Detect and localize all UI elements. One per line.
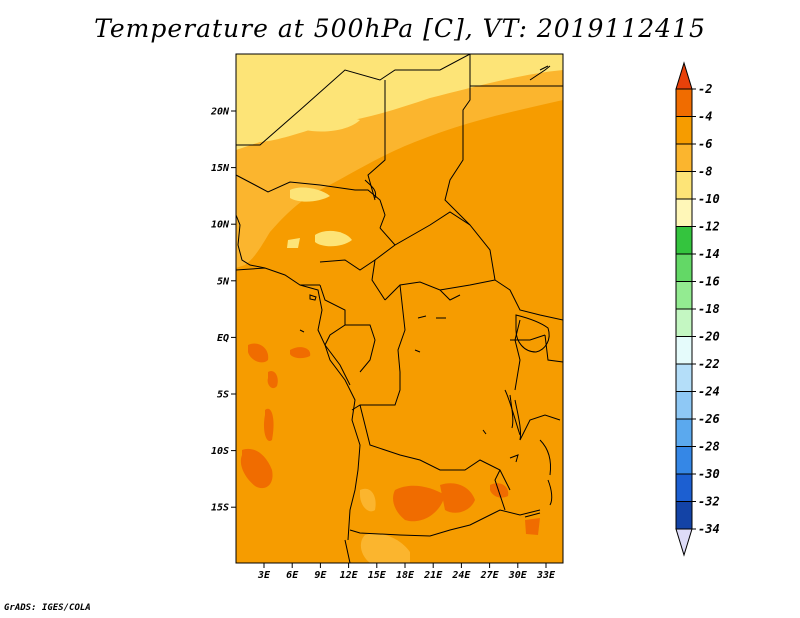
colorbar-swatch [675,473,693,502]
colorbar-label: -6 [698,137,712,151]
coastline-and-lakes [236,65,553,541]
colorbar-top-arrow [675,61,693,90]
longitude-ticks: 3E 6E 9E 12E 15E 18E 21E 24E 27E 30E 33E [257,563,556,581]
colorbar-label: -34 [698,522,720,536]
map-title: Temperature at 500hPa [C], VT: 201911241… [94,14,706,43]
lon-tick-label: 9E [314,570,327,581]
colorbar-swatch [675,336,693,365]
colorbar-label: -4 [698,110,712,124]
lat-tick-label: EQ [217,333,229,344]
colorbar-swatch [675,198,693,227]
lon-tick-label: 24E [451,570,471,581]
colorbar-swatch [675,116,693,145]
colorbar-swatch [675,88,693,117]
colorbar-bottom-arrow [675,528,693,557]
colorbar-label: -14 [698,247,720,261]
lat-tick-label: 5S [217,390,229,401]
latitude-ticks: 20N 15N 10N 5N EQ 5S 10S 15S [210,107,236,514]
colorbar-label: -12 [698,220,720,234]
colorbar-swatch [675,418,693,447]
lat-tick-label: 5N [217,276,230,287]
contour-band-4to6 [248,343,269,363]
colorbar-swatch [675,171,693,200]
temperature-field [236,54,563,563]
lat-tick-label: 20N [210,107,230,118]
grads-credit: GrADS: IGES/COLA [4,603,91,613]
colorbar-swatch [675,281,693,310]
colorbar: -2 -4 -6 -8 -10 -12 -14 -16 -18 -20 -22 -24 -26 -28 -3… [675,61,720,557]
colorbar-swatch [675,143,693,172]
colorbar-label: -28 [698,440,720,454]
lon-tick-label: 21E [423,570,443,581]
colorbar-label: -32 [698,495,720,509]
lon-tick-label: 12E [340,570,359,581]
colorbar-label: -20 [698,330,720,344]
lat-tick-label: 10N [211,220,230,231]
colorbar-label: -8 [698,165,712,179]
colorbar-swatch [675,446,693,475]
lon-tick-label: 15E [368,570,387,581]
colorbar-label: -16 [698,275,720,289]
lon-tick-label: 27E [480,570,500,581]
colorbar-swatch [675,253,693,282]
colorbar-swatch [675,391,693,420]
colorbar-label: -24 [698,385,720,399]
colorbar-swatch [675,363,693,392]
lat-tick-label: 15S [211,503,229,514]
colorbar-label: -26 [698,412,720,426]
colorbar-label: -18 [698,302,720,316]
lon-tick-label: 18E [396,570,415,581]
lon-tick-label: 33E [536,570,556,581]
colorbar-label: -30 [698,467,720,481]
lon-tick-label: 30E [508,570,528,581]
lon-tick-label: 3E [257,570,271,581]
map-frame [235,53,564,564]
colorbar-swatch [675,226,693,255]
lat-tick-label: 15N [211,163,230,174]
colorbar-label: -10 [698,192,720,206]
colorbar-swatch [675,501,693,530]
colorbar-label: -2 [698,82,712,96]
country-borders [236,54,563,563]
lat-tick-label: 10S [211,446,229,457]
lon-tick-label: 6E [286,570,299,581]
colorbar-label: -22 [698,357,720,371]
colorbar-swatch [675,308,693,337]
